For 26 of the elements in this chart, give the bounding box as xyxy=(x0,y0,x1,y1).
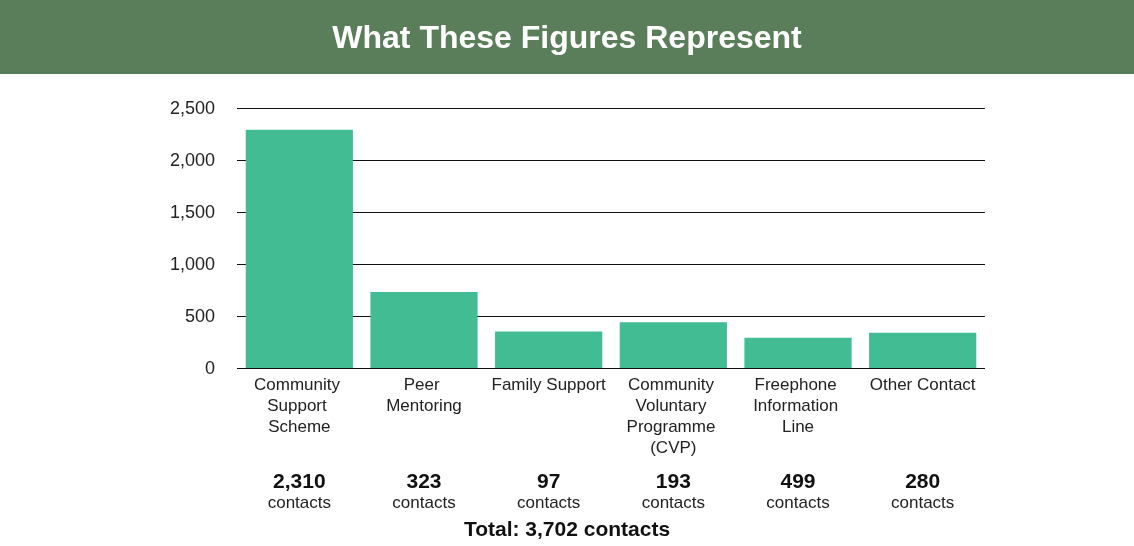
y-tick-label: 1,000 xyxy=(169,254,215,274)
bar xyxy=(744,337,852,368)
x-tick-label: Freephone Information Line xyxy=(753,375,843,436)
bar xyxy=(619,322,727,368)
bar xyxy=(245,129,353,368)
text: 280 contacts xyxy=(891,468,955,512)
bar xyxy=(869,332,977,368)
bar xyxy=(495,331,603,368)
text: 193 contacts xyxy=(641,468,705,512)
x-tick-label: Family Support xyxy=(491,375,607,394)
text: Total: 3,702 contacts xyxy=(463,517,671,540)
y-tick-label: 500 xyxy=(184,306,215,326)
text: 499 contacts xyxy=(766,468,830,512)
y-tick-label: 1,500 xyxy=(169,202,215,222)
x-tick-label: Community Support Scheme xyxy=(253,375,345,436)
text: 97 contacts xyxy=(517,468,581,512)
x-tick-label: Other Contact xyxy=(869,375,976,394)
x-tick-label: Community Voluntary Programme (CVP) xyxy=(626,375,721,457)
bar xyxy=(370,292,478,368)
y-tick-label: 2,500 xyxy=(169,98,215,118)
y-tick-label: 2,000 xyxy=(169,150,215,170)
text: 323 contacts xyxy=(392,468,456,512)
x-tick-label: Peer Mentoring xyxy=(386,375,462,415)
y-tick-label: 0 xyxy=(204,358,215,378)
text: 2,310 contacts xyxy=(267,468,331,512)
chart-title: What These Figures Represent xyxy=(332,19,803,55)
